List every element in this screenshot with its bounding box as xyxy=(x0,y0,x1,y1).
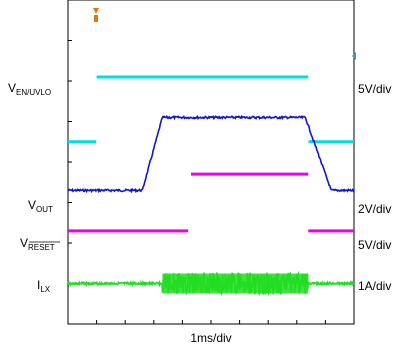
scale-en-uvlo: 5V/div xyxy=(358,82,391,96)
scale-vreset: 5V/div xyxy=(358,238,391,252)
label-ilx: ILX xyxy=(37,278,51,294)
trigger-marker-bar xyxy=(94,15,98,22)
scale-vout: 2V/div xyxy=(358,202,391,216)
label-vout: VOUT xyxy=(28,198,53,214)
position-marker xyxy=(352,52,356,60)
scale-ilx: 1A/div xyxy=(358,279,391,293)
x-axis-label: 1ms/div xyxy=(190,331,231,345)
markers xyxy=(93,8,356,60)
trace-vin xyxy=(67,114,355,194)
division-ticks xyxy=(68,40,326,324)
label-vreset: VRESET xyxy=(20,236,55,252)
label-en-uvlo: VEN/UVLO xyxy=(8,81,51,97)
traces xyxy=(67,75,355,297)
trigger-marker xyxy=(93,8,99,14)
trace-ilx-burst xyxy=(162,273,309,294)
